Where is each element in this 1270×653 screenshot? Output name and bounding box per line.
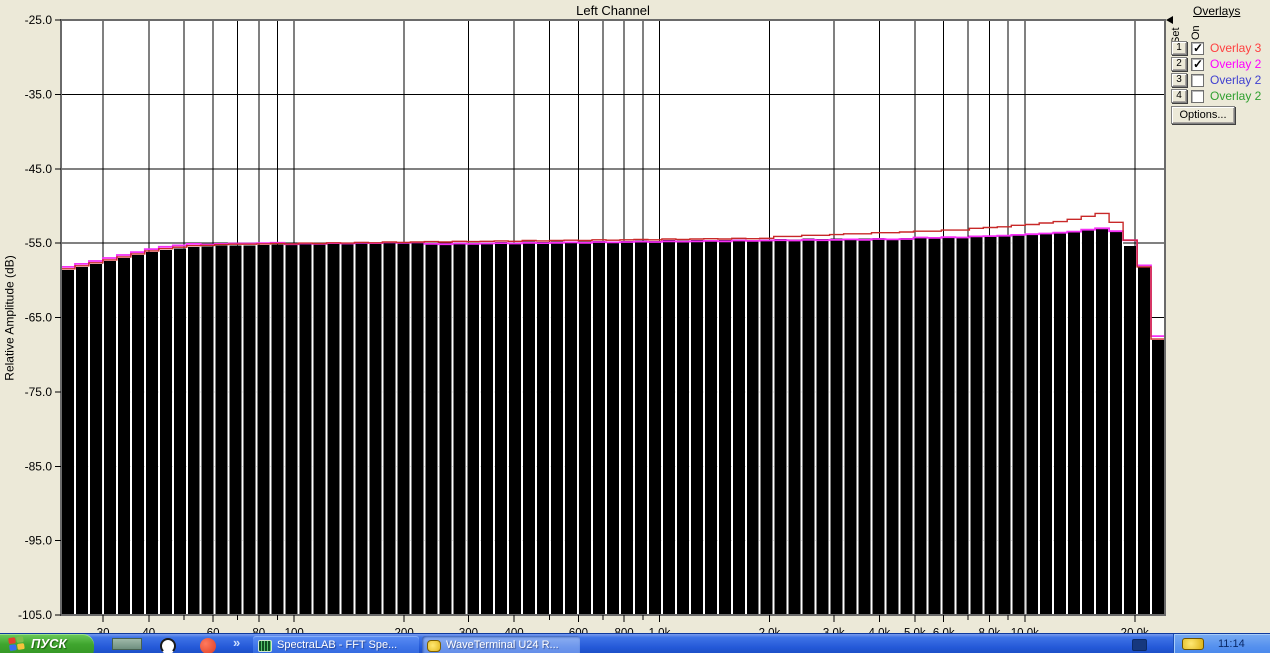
taskbar-tasks: SpectraLAB - FFT Spe... WaveTerminal U24 … bbox=[253, 636, 583, 653]
taskbar: ПУСК » SpectraLAB - FFT Spe... WaveTermin… bbox=[0, 633, 1270, 653]
system-tray: 11:14 bbox=[1173, 634, 1270, 653]
checkmark-icon: ✓ bbox=[1193, 56, 1204, 71]
overlay-set-button-4[interactable]: 4 bbox=[1171, 89, 1187, 103]
svg-text:1.0k: 1.0k bbox=[649, 628, 671, 634]
start-button[interactable]: ПУСК bbox=[0, 634, 94, 653]
taskbar-task-1[interactable]: SpectraLAB - FFT Spe... bbox=[253, 636, 419, 653]
start-label: ПУСК bbox=[31, 636, 67, 651]
checkmark-icon: ✓ bbox=[1193, 40, 1204, 55]
overlay-label-4: Overlay 2 bbox=[1210, 89, 1262, 103]
wave-icon bbox=[427, 640, 441, 652]
overlays-title: Overlays bbox=[1193, 4, 1241, 18]
svg-text:60: 60 bbox=[207, 628, 220, 634]
svg-text:6.0k: 6.0k bbox=[933, 628, 955, 634]
overlay-label-2: Overlay 2 bbox=[1210, 57, 1262, 71]
overlays-on-column-header: On bbox=[1190, 25, 1202, 40]
overlay-label-3: Overlay 2 bbox=[1210, 73, 1262, 87]
wave-device-tray-icon[interactable] bbox=[1182, 638, 1204, 650]
svg-text:-45.0: -45.0 bbox=[25, 162, 53, 176]
overlay-set-button-3[interactable]: 3 bbox=[1171, 73, 1187, 87]
plot-title: Left Channel bbox=[576, 3, 650, 18]
svg-text:10.0k: 10.0k bbox=[1011, 628, 1039, 634]
overlay-set-button-2[interactable]: 2 bbox=[1171, 57, 1187, 71]
spectra-icon bbox=[258, 640, 272, 652]
svg-text:30: 30 bbox=[97, 628, 110, 634]
svg-text:400: 400 bbox=[505, 628, 524, 634]
svg-text:-55.0: -55.0 bbox=[25, 236, 53, 250]
overlay-row-3: 3 Overlay 2 bbox=[1171, 72, 1261, 88]
svg-text:200: 200 bbox=[395, 628, 414, 634]
options-button[interactable]: Options... bbox=[1171, 106, 1235, 124]
svg-text:-85.0: -85.0 bbox=[25, 459, 53, 473]
svg-text:80: 80 bbox=[252, 628, 265, 634]
taskbar-clock: 11:14 bbox=[1218, 638, 1245, 650]
svg-text:4.0k: 4.0k bbox=[869, 628, 891, 634]
svg-text:20.0k: 20.0k bbox=[1121, 628, 1149, 634]
overlay-set-button-1[interactable]: 1 bbox=[1171, 41, 1187, 55]
show-desktop-icon[interactable] bbox=[112, 638, 142, 650]
svg-text:40: 40 bbox=[142, 628, 155, 634]
svg-text:-105.0: -105.0 bbox=[18, 608, 52, 622]
spectrum-canvas: -25.0 -35.0 -45.0 -55.0 -65.0 -75.0 -85.0 -95.0… bbox=[18, 13, 1173, 634]
overlay-label-1: Overlay 3 bbox=[1210, 41, 1262, 55]
language-indicator-icon[interactable] bbox=[1132, 639, 1147, 651]
overlay-on-checkbox-4[interactable] bbox=[1191, 89, 1204, 103]
svg-text:-75.0: -75.0 bbox=[25, 385, 53, 399]
svg-text:-95.0: -95.0 bbox=[25, 534, 53, 548]
svg-text:-35.0: -35.0 bbox=[25, 87, 53, 101]
svg-text:2.0k: 2.0k bbox=[759, 628, 781, 634]
svg-text:600: 600 bbox=[569, 628, 588, 634]
svg-text:800: 800 bbox=[614, 628, 633, 634]
overlay-on-checkbox-3[interactable] bbox=[1191, 73, 1204, 87]
svg-text:-25.0: -25.0 bbox=[25, 13, 53, 27]
overlays-rows: 1 ✓ Overlay 3 2 ✓ Overlay 2 3 Overlay 2 4 Overlay… bbox=[1171, 40, 1261, 104]
quick-launch-overflow-chevron-icon[interactable]: » bbox=[233, 635, 241, 650]
svg-text:3.0k: 3.0k bbox=[823, 628, 845, 634]
svg-text:8.0k: 8.0k bbox=[979, 628, 1001, 634]
svg-text:100: 100 bbox=[285, 628, 304, 634]
windows-logo-icon bbox=[8, 636, 25, 651]
overlay-on-checkbox-2[interactable]: ✓ bbox=[1191, 56, 1204, 71]
svg-text:300: 300 bbox=[459, 628, 478, 634]
media-player-icon[interactable] bbox=[160, 638, 176, 653]
task-label: SpectraLAB - FFT Spe... bbox=[277, 639, 398, 651]
overlay-on-checkbox-1[interactable]: ✓ bbox=[1191, 40, 1204, 55]
svg-text:-65.0: -65.0 bbox=[25, 311, 53, 325]
svg-text:5.0k: 5.0k bbox=[904, 628, 926, 634]
y-axis-title: Relative Amplitude (dB) bbox=[2, 255, 17, 381]
red-app-icon[interactable] bbox=[200, 638, 216, 653]
overlay-row-1: 1 ✓ Overlay 3 bbox=[1171, 40, 1261, 56]
taskbar-task-2[interactable]: WaveTerminal U24 R... bbox=[422, 636, 580, 653]
overlay-row-4: 4 Overlay 2 bbox=[1171, 88, 1261, 104]
overlay-row-2: 2 ✓ Overlay 2 bbox=[1171, 56, 1261, 72]
task-label: WaveTerminal U24 R... bbox=[446, 639, 559, 651]
